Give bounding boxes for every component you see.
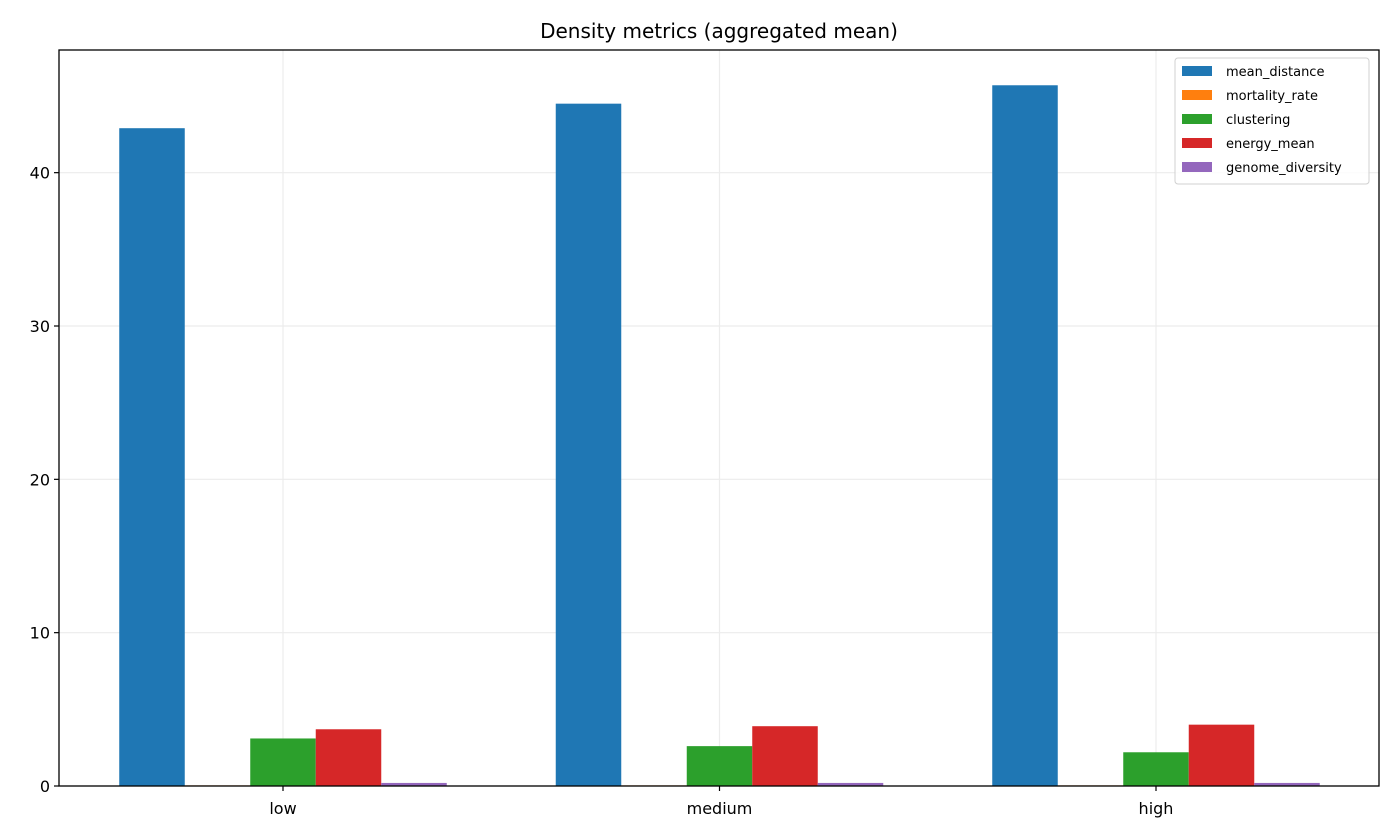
legend-label-mortality_rate: mortality_rate — [1226, 89, 1318, 104]
y-tick-label-2: 20 — [30, 470, 50, 489]
bar-genome_diversity-low — [381, 782, 447, 786]
y-tick-label-1: 10 — [30, 624, 50, 643]
legend-label-energy_mean: energy_mean — [1226, 137, 1315, 152]
legend: mean_distance mortality_rate clustering ene… — [1174, 57, 1370, 185]
y-tick-label-4: 40 — [30, 164, 50, 183]
legend-swatch-genome_diversity — [1182, 162, 1212, 172]
legend-swatch-mean_distance — [1182, 66, 1212, 76]
axis-ticks: 0 10 20 30 40 low medium high — [30, 164, 1174, 818]
grid-lines — [59, 50, 1379, 787]
bar-clustering-high — [1123, 752, 1189, 786]
y-tick-label-3: 30 — [30, 317, 50, 336]
x-tick-label-low: low — [269, 799, 296, 818]
bar-energy_mean-medium — [752, 726, 818, 786]
bar-genome_diversity-high — [1254, 782, 1320, 786]
bar-clustering-medium — [686, 746, 753, 786]
legend-swatch-mortality_rate — [1182, 90, 1212, 100]
legend-swatch-energy_mean — [1182, 138, 1212, 148]
bar-energy_mean-high — [1188, 724, 1255, 786]
legend-label-genome_diversity: genome_diversity — [1226, 161, 1342, 176]
x-tick-label-medium: medium — [687, 799, 753, 818]
x-tick-label-high: high — [1139, 799, 1174, 818]
bar-mean_distance-medium — [555, 103, 622, 786]
chart-title: Density metrics (aggregated mean) — [540, 19, 898, 43]
legend-label-clustering: clustering — [1226, 113, 1290, 128]
legend-swatch-clustering — [1182, 114, 1212, 124]
bar-energy_mean-low — [315, 729, 382, 786]
bar-series — [119, 85, 1320, 787]
bar-genome_diversity-medium — [817, 782, 884, 786]
bar-mean_distance-high — [992, 85, 1058, 787]
bar-mean_distance-low — [119, 128, 185, 786]
y-tick-label-0: 0 — [40, 777, 50, 796]
bar-clustering-low — [250, 738, 316, 786]
legend-label-mean_distance: mean_distance — [1226, 65, 1324, 80]
legend-box — [1174, 57, 1370, 185]
